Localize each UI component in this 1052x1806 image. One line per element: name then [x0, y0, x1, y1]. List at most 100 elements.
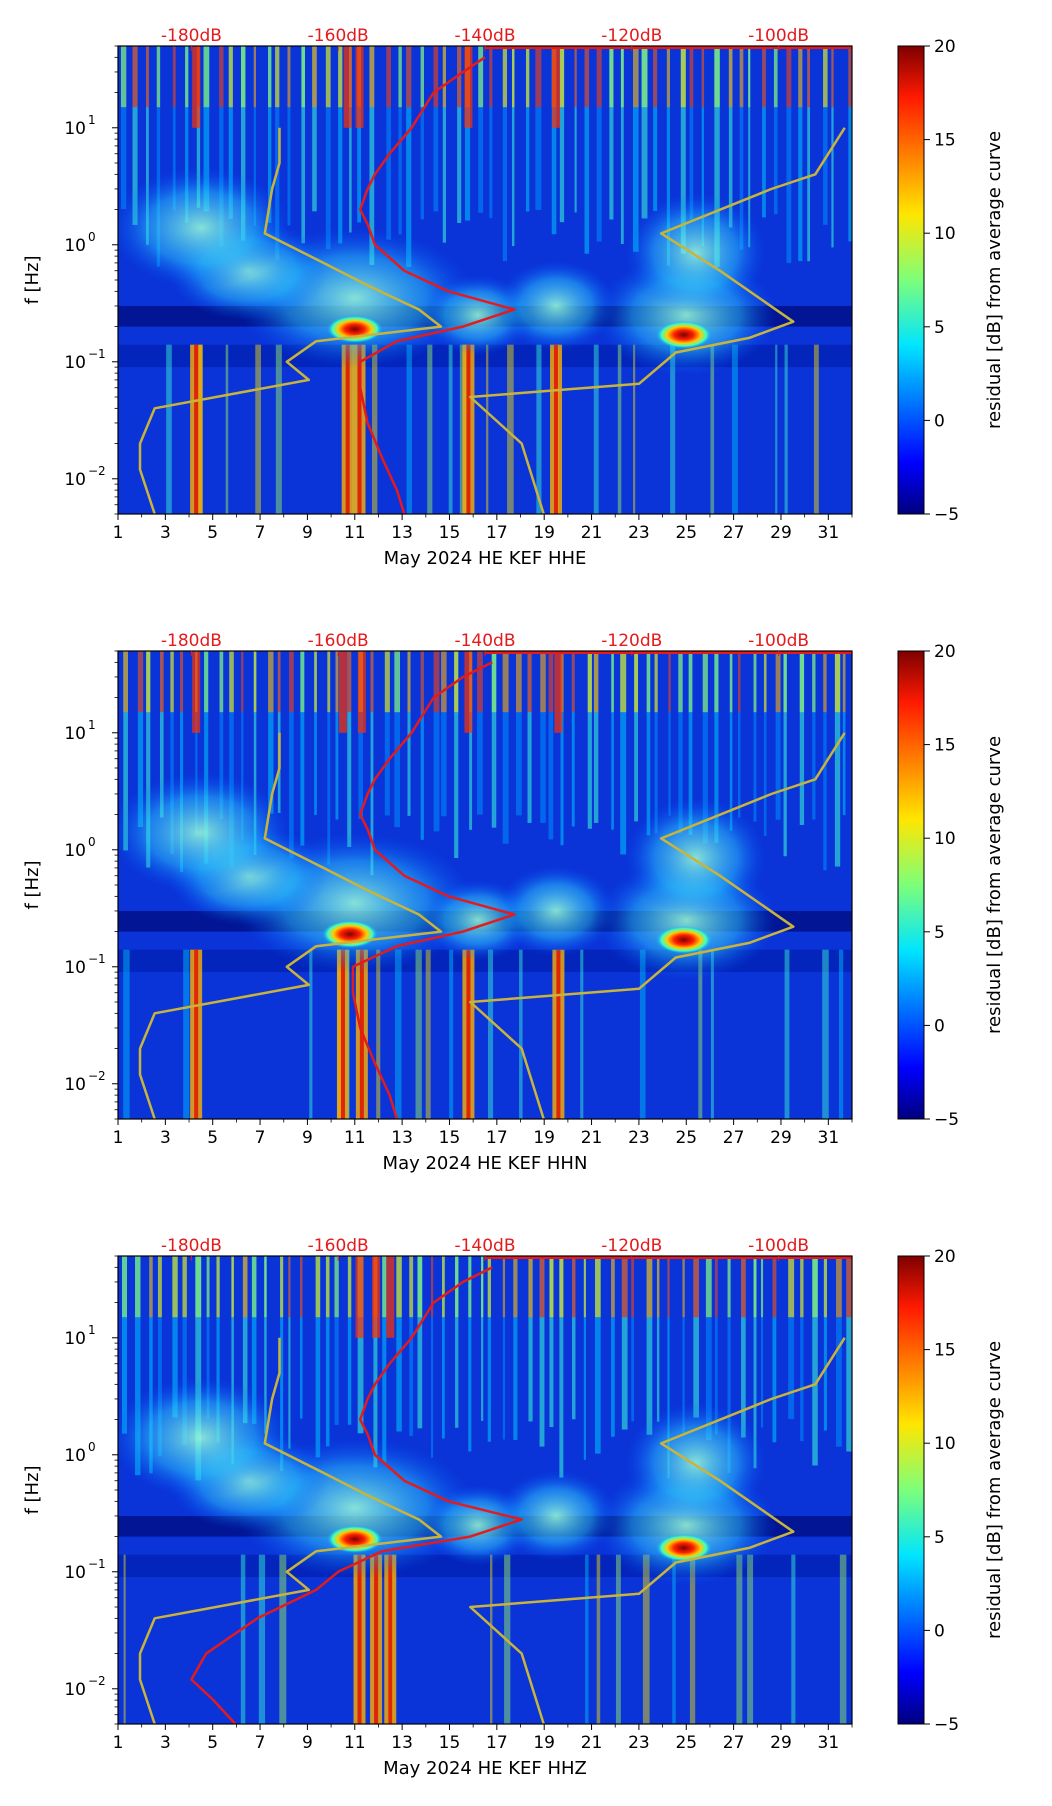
hf-streak	[180, 651, 184, 873]
y-tick-exponent: 1	[88, 718, 96, 732]
hf-streak	[357, 46, 362, 223]
y-axis-label: f [Hz]	[22, 860, 43, 909]
x-tick-label: 1	[113, 1128, 124, 1148]
hf-streak	[160, 651, 164, 713]
hf-streak	[123, 651, 128, 851]
x-tick-label: 29	[770, 1733, 792, 1753]
lf-streak	[784, 949, 790, 1119]
lf-streak	[838, 949, 844, 1119]
x-tick-label: 19	[533, 1128, 555, 1148]
hf-streak	[280, 1256, 284, 1318]
hf-streak	[574, 46, 577, 213]
hf-streak	[219, 46, 224, 108]
hf-streak	[823, 46, 828, 108]
hf-streak	[823, 651, 827, 871]
hf-streak	[666, 46, 670, 108]
hf-streak	[763, 651, 767, 713]
hf-streak	[823, 651, 827, 713]
hf-streak	[172, 1256, 178, 1418]
colorbar: 20 15 10 5 0 −5 residual [dB] from average cur…	[897, 642, 1005, 1130]
hf-streak	[772, 1256, 777, 1443]
hf-streak	[527, 651, 532, 823]
hf-streak	[431, 1256, 434, 1458]
hf-streak	[620, 651, 627, 855]
lf-streak	[615, 1554, 621, 1724]
db-axis-label: -140dB	[454, 1236, 515, 1256]
hf-streak	[137, 651, 144, 713]
x-axis-label: May 2024 HE KEF HHE	[384, 548, 587, 569]
hf-streak	[611, 1256, 615, 1437]
hf-streak	[132, 46, 138, 225]
hf-streak	[715, 1256, 718, 1318]
hf-streak	[587, 651, 592, 829]
x-tick-label: 1	[113, 523, 124, 543]
hf-streak	[714, 46, 720, 267]
hf-streak	[571, 651, 575, 827]
hf-streak	[335, 651, 339, 820]
hf-streak	[314, 651, 317, 713]
y-tick-exponent: 0	[88, 835, 96, 849]
hf-streak	[666, 46, 670, 266]
hf-streak	[688, 651, 693, 713]
x-tick-label: 13	[391, 1128, 413, 1148]
colorbar-tick-label: −5	[934, 1715, 959, 1735]
lf-streak	[488, 949, 494, 1119]
hf-streak	[382, 1256, 387, 1464]
microseism-glow	[625, 1403, 766, 1524]
energetic-day	[357, 651, 366, 733]
microseism-glow	[496, 260, 617, 351]
hf-streak	[595, 1256, 601, 1454]
hf-streak	[299, 1256, 303, 1419]
hf-streak	[800, 1256, 804, 1318]
colorbar-gradient	[897, 45, 925, 515]
hf-streak	[229, 651, 234, 713]
colorbar-tick-label: 15	[934, 131, 956, 151]
hf-streak	[268, 46, 272, 108]
hf-streak	[149, 1256, 153, 1318]
microseism-glow	[496, 865, 617, 956]
microseism-glow	[118, 1377, 291, 1498]
hf-streak	[682, 1256, 685, 1318]
hf-streak	[812, 651, 816, 820]
hf-streak	[775, 651, 781, 713]
hf-streak	[491, 651, 497, 828]
hf-streak	[596, 46, 602, 108]
lf-streak	[376, 949, 381, 1119]
hf-streak	[572, 1256, 576, 1420]
hf-streak	[382, 1256, 387, 1318]
y-tick-label: 10	[64, 1680, 86, 1700]
hf-streak	[836, 1256, 842, 1318]
y-tick-label: 10	[64, 1075, 86, 1095]
db-axis-label: -140dB	[454, 26, 515, 46]
db-axis-label: -180dB	[161, 1236, 222, 1256]
energetic-day	[355, 1256, 364, 1338]
microseism-glow	[496, 1470, 617, 1561]
hf-streak	[760, 1256, 764, 1428]
hf-streak	[812, 1256, 818, 1466]
hf-streak	[431, 1256, 434, 1318]
hf-streak	[654, 651, 658, 834]
hf-streak	[132, 46, 138, 108]
energetic-day	[338, 651, 347, 733]
lf-streak	[425, 949, 431, 1119]
hf-streak	[654, 651, 658, 713]
db-axis-label: -100dB	[748, 1236, 809, 1256]
hf-streak	[783, 651, 787, 857]
hf-streak	[548, 651, 554, 840]
nlnm-line	[138, 127, 443, 514]
x-tick-label: 17	[486, 1733, 508, 1753]
lf-streak	[839, 1554, 847, 1724]
hf-streak	[540, 651, 546, 823]
hf-streak	[620, 46, 624, 108]
hf-streak	[583, 1256, 586, 1460]
hf-streak	[264, 1256, 267, 1434]
hf-streak	[631, 1256, 635, 1318]
hf-streak	[848, 46, 852, 108]
hf-streak	[219, 651, 224, 820]
hf-streak	[478, 46, 484, 108]
db-axis-label: -120dB	[601, 631, 662, 651]
hf-streak	[206, 1256, 210, 1318]
hf-streak	[572, 1256, 576, 1318]
hf-streak	[535, 46, 542, 108]
hf-streak	[634, 651, 639, 822]
